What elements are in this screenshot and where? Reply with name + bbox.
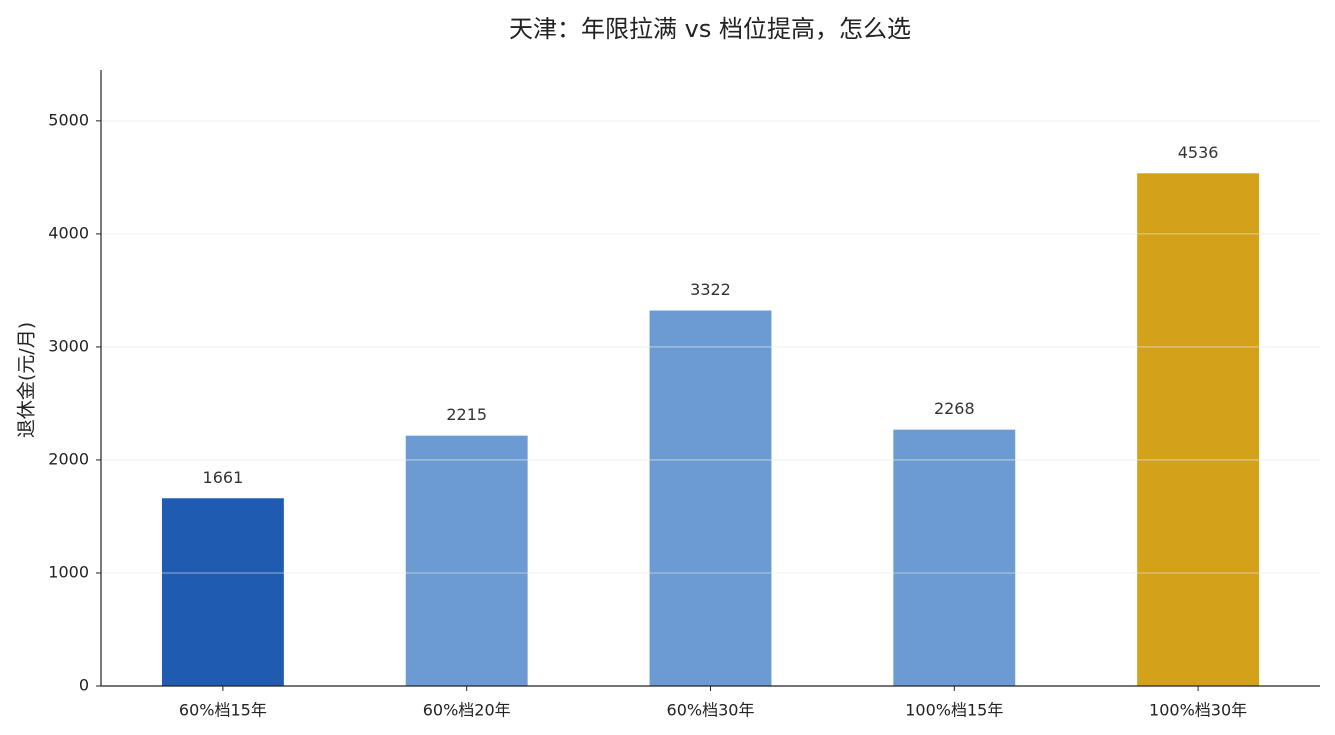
bar: [1137, 173, 1260, 687]
bar: [161, 498, 284, 686]
y-tick-label: 0: [79, 676, 89, 695]
chart-title: 天津：年限拉满 vs 档位提高，怎么选: [509, 15, 911, 43]
x-tick-label: 100%档15年: [905, 701, 1003, 720]
data-label: 2215: [446, 405, 487, 424]
bar: [649, 310, 772, 686]
x-tick-label: 60%档20年: [423, 701, 511, 720]
y-tick-label: 5000: [48, 110, 89, 129]
y-axis-label: 退休金(元/月): [16, 322, 38, 438]
y-tick-label: 2000: [48, 449, 89, 468]
bar: [405, 435, 528, 686]
x-tick-label: 100%档30年: [1149, 701, 1247, 720]
data-label: 3322: [690, 280, 731, 299]
data-label: 1661: [203, 468, 244, 487]
x-tick-label: 60%档30年: [667, 701, 755, 720]
x-tick-label: 60%档15年: [179, 701, 267, 720]
y-tick-label: 3000: [48, 336, 89, 355]
data-label: 2268: [934, 399, 975, 418]
bar: [893, 429, 1016, 686]
data-label: 4536: [1178, 143, 1219, 162]
y-tick-label: 4000: [48, 223, 89, 242]
y-tick-label: 1000: [48, 562, 89, 581]
